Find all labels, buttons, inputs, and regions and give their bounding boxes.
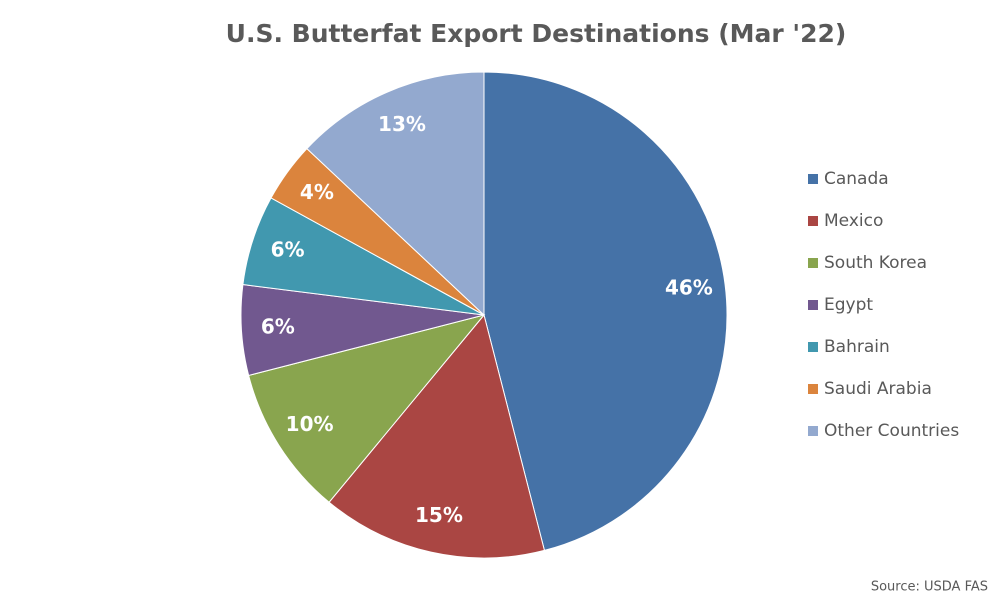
data-label: 13% <box>378 112 426 136</box>
legend-swatch <box>808 216 818 226</box>
data-label: 46% <box>665 276 713 300</box>
pie-slice <box>328 313 546 559</box>
legend-swatch <box>808 342 818 352</box>
legend-label: South Korea <box>824 253 927 273</box>
legend-label: Egypt <box>824 295 873 315</box>
data-label: 4% <box>300 180 334 204</box>
legend-swatch <box>808 258 818 268</box>
legend-label: Canada <box>824 169 889 189</box>
data-label: 10% <box>286 412 334 436</box>
legend-swatch <box>808 384 818 394</box>
data-label: 6% <box>271 238 305 262</box>
legend-swatch <box>808 300 818 310</box>
legend-swatch <box>808 426 818 436</box>
data-label: 6% <box>261 314 295 338</box>
legend-label: Other Countries <box>824 421 959 441</box>
legend-label: Mexico <box>824 211 883 231</box>
legend-swatch <box>808 174 818 184</box>
source-note: Source: USDA FAS <box>871 580 988 595</box>
data-label: 15% <box>415 503 463 527</box>
chart-title: U.S. Butterfat Export Destinations (Mar … <box>226 19 847 48</box>
legend-label: Bahrain <box>824 337 890 357</box>
pie-slice <box>248 314 486 503</box>
legend-label: Saudi Arabia <box>824 379 932 399</box>
pie-slice <box>306 71 485 317</box>
pie-slice <box>483 71 728 551</box>
